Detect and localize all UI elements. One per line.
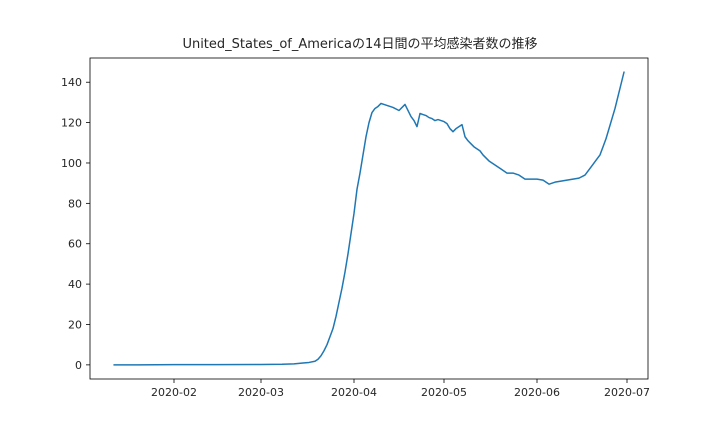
x-tick-label: 2020-06 xyxy=(514,386,560,399)
plot-frame xyxy=(89,57,649,380)
x-tick-label: 2020-05 xyxy=(421,386,467,399)
x-tick-label: 2020-07 xyxy=(604,386,650,399)
y-axis: 0 20 40 60 80 100 120 140 xyxy=(61,76,90,372)
series-line xyxy=(113,71,625,366)
y-tick-label: 20 xyxy=(68,318,82,331)
chart-title: United_States_of_Americaの14日間の平均感染者数の推移 xyxy=(182,36,537,52)
y-tick-label: 40 xyxy=(68,278,82,291)
y-tick-label: 100 xyxy=(61,157,82,170)
x-axis: 2020-02 2020-03 2020-04 2020-05 2020-06 2020-… xyxy=(151,379,650,399)
y-tick-label: 60 xyxy=(68,238,82,251)
x-tick-label: 2020-04 xyxy=(331,386,377,399)
x-tick-label: 2020-02 xyxy=(151,386,197,399)
x-tick-label: 2020-03 xyxy=(238,386,284,399)
y-tick-label: 120 xyxy=(61,117,82,130)
y-tick-label: 0 xyxy=(75,359,82,372)
y-tick-label: 80 xyxy=(68,197,82,210)
y-tick-label: 140 xyxy=(61,76,82,89)
